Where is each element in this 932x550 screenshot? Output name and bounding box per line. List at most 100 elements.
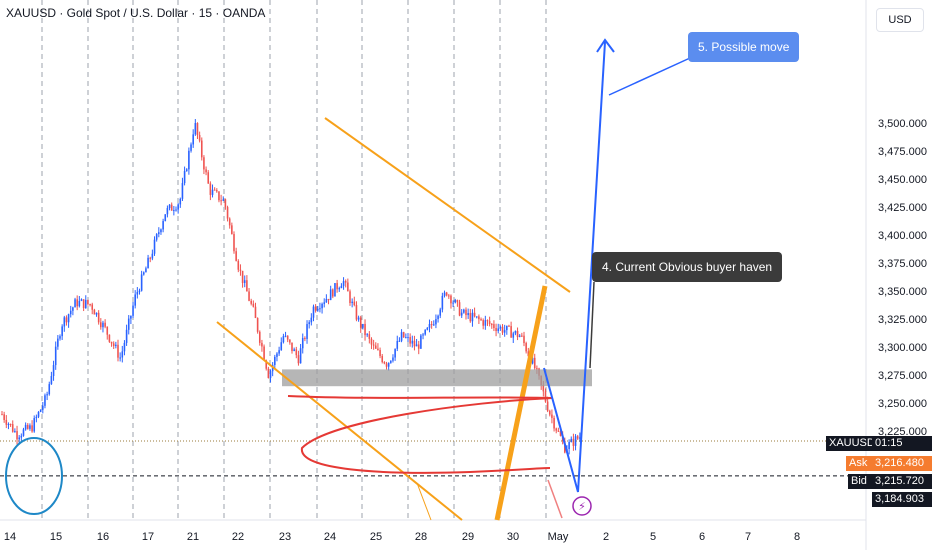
candle-body	[183, 171, 186, 184]
candle-body	[95, 312, 98, 315]
candle-body	[166, 208, 169, 215]
candle-body	[274, 356, 276, 365]
candle-body	[65, 317, 68, 323]
candle-body	[102, 322, 104, 328]
candle-body	[121, 351, 124, 358]
ask-value: 3,216.480	[872, 456, 932, 471]
projection-arrow-head	[596, 38, 615, 53]
candle-body	[20, 435, 23, 438]
candle-body	[469, 313, 472, 322]
candle-body	[576, 436, 579, 439]
candle-body	[239, 269, 242, 271]
candle-body	[241, 270, 244, 283]
candle-body	[162, 221, 164, 230]
candle-body	[297, 355, 300, 364]
candle-body	[29, 425, 31, 429]
y-tick-label: 3,450.000	[878, 174, 927, 186]
candle-body	[473, 312, 476, 317]
candle-body	[213, 189, 216, 191]
candle-body	[482, 320, 484, 326]
candle-body	[443, 292, 446, 296]
candle-body	[420, 335, 422, 349]
candle-body	[372, 344, 375, 346]
candle-body	[52, 365, 55, 376]
candle-body	[289, 339, 291, 343]
candle-body	[67, 314, 70, 323]
candle-body	[258, 331, 261, 343]
candle-body	[104, 322, 106, 327]
x-tick-label: 28	[415, 531, 427, 543]
x-tick-label: 17	[142, 531, 154, 543]
candle-body	[467, 313, 469, 316]
candle-body	[362, 323, 364, 328]
candle-body	[220, 200, 222, 202]
candle-body	[458, 302, 461, 316]
candle-body	[207, 172, 210, 184]
candle-body	[228, 218, 231, 226]
candle-body	[149, 257, 152, 259]
candle-body	[454, 300, 457, 303]
candle-body	[74, 299, 76, 308]
candle-body	[9, 423, 12, 425]
candle-body	[160, 229, 162, 233]
candle-body	[42, 405, 44, 410]
candle-body	[136, 291, 139, 295]
candle-body	[310, 317, 313, 323]
candle-body	[145, 268, 147, 273]
candle-body	[437, 315, 439, 320]
countdown-tag: 01:15	[872, 436, 932, 451]
candle-body	[465, 309, 467, 316]
currency-button[interactable]: USD	[876, 8, 924, 32]
callout-pointer-blue	[608, 57, 691, 96]
callout-buyer-haven[interactable]: 4. Current Obvious buyer haven	[592, 252, 783, 282]
candle-body	[164, 214, 167, 222]
candle-body	[506, 325, 508, 331]
callout-possible-move[interactable]: 5. Possible move	[688, 32, 800, 62]
candle-body	[555, 428, 558, 431]
candle-body	[493, 324, 495, 329]
candle-body	[512, 333, 515, 338]
candle-body	[276, 353, 278, 357]
candle-body	[349, 291, 351, 304]
y-tick-label: 3,375.000	[878, 258, 927, 270]
candle-body	[422, 334, 424, 336]
candle-body	[254, 306, 257, 319]
highlight-circle	[5, 437, 63, 515]
ticker-tag: XAUUSD	[826, 436, 875, 451]
candle-body	[323, 302, 326, 304]
candle-body	[198, 135, 201, 141]
candle-body	[413, 340, 416, 347]
candle-body	[76, 299, 78, 307]
candle-body	[475, 316, 478, 318]
candle-body	[7, 423, 10, 425]
y-tick-label: 3,500.000	[878, 118, 927, 130]
candle-body	[84, 299, 87, 309]
candle-body	[125, 329, 128, 343]
candle-body	[93, 309, 96, 315]
candle-body	[321, 303, 323, 309]
candle-body	[435, 319, 437, 325]
x-tick-label: 22	[232, 531, 244, 543]
candle-body	[351, 301, 353, 304]
candle-body	[325, 298, 328, 303]
y-tick-label: 3,350.000	[878, 286, 927, 298]
candle-body	[59, 336, 61, 339]
candle-body	[203, 157, 205, 170]
candle-body	[24, 424, 27, 430]
candle-body	[432, 324, 435, 326]
candle-body	[510, 326, 512, 338]
x-tick-label: 23	[279, 531, 291, 543]
candle-body	[44, 395, 46, 406]
candle-body	[396, 341, 399, 349]
bid-label: Bid	[848, 474, 872, 489]
x-tick-label: 24	[324, 531, 336, 543]
candle-body	[226, 207, 229, 219]
candle-body	[332, 289, 334, 297]
candle-body	[106, 326, 109, 335]
candle-body	[82, 299, 85, 309]
candle-body	[295, 349, 298, 356]
candle-body	[542, 384, 545, 392]
x-tick-label: 8	[794, 531, 800, 543]
candle-body	[33, 418, 36, 432]
